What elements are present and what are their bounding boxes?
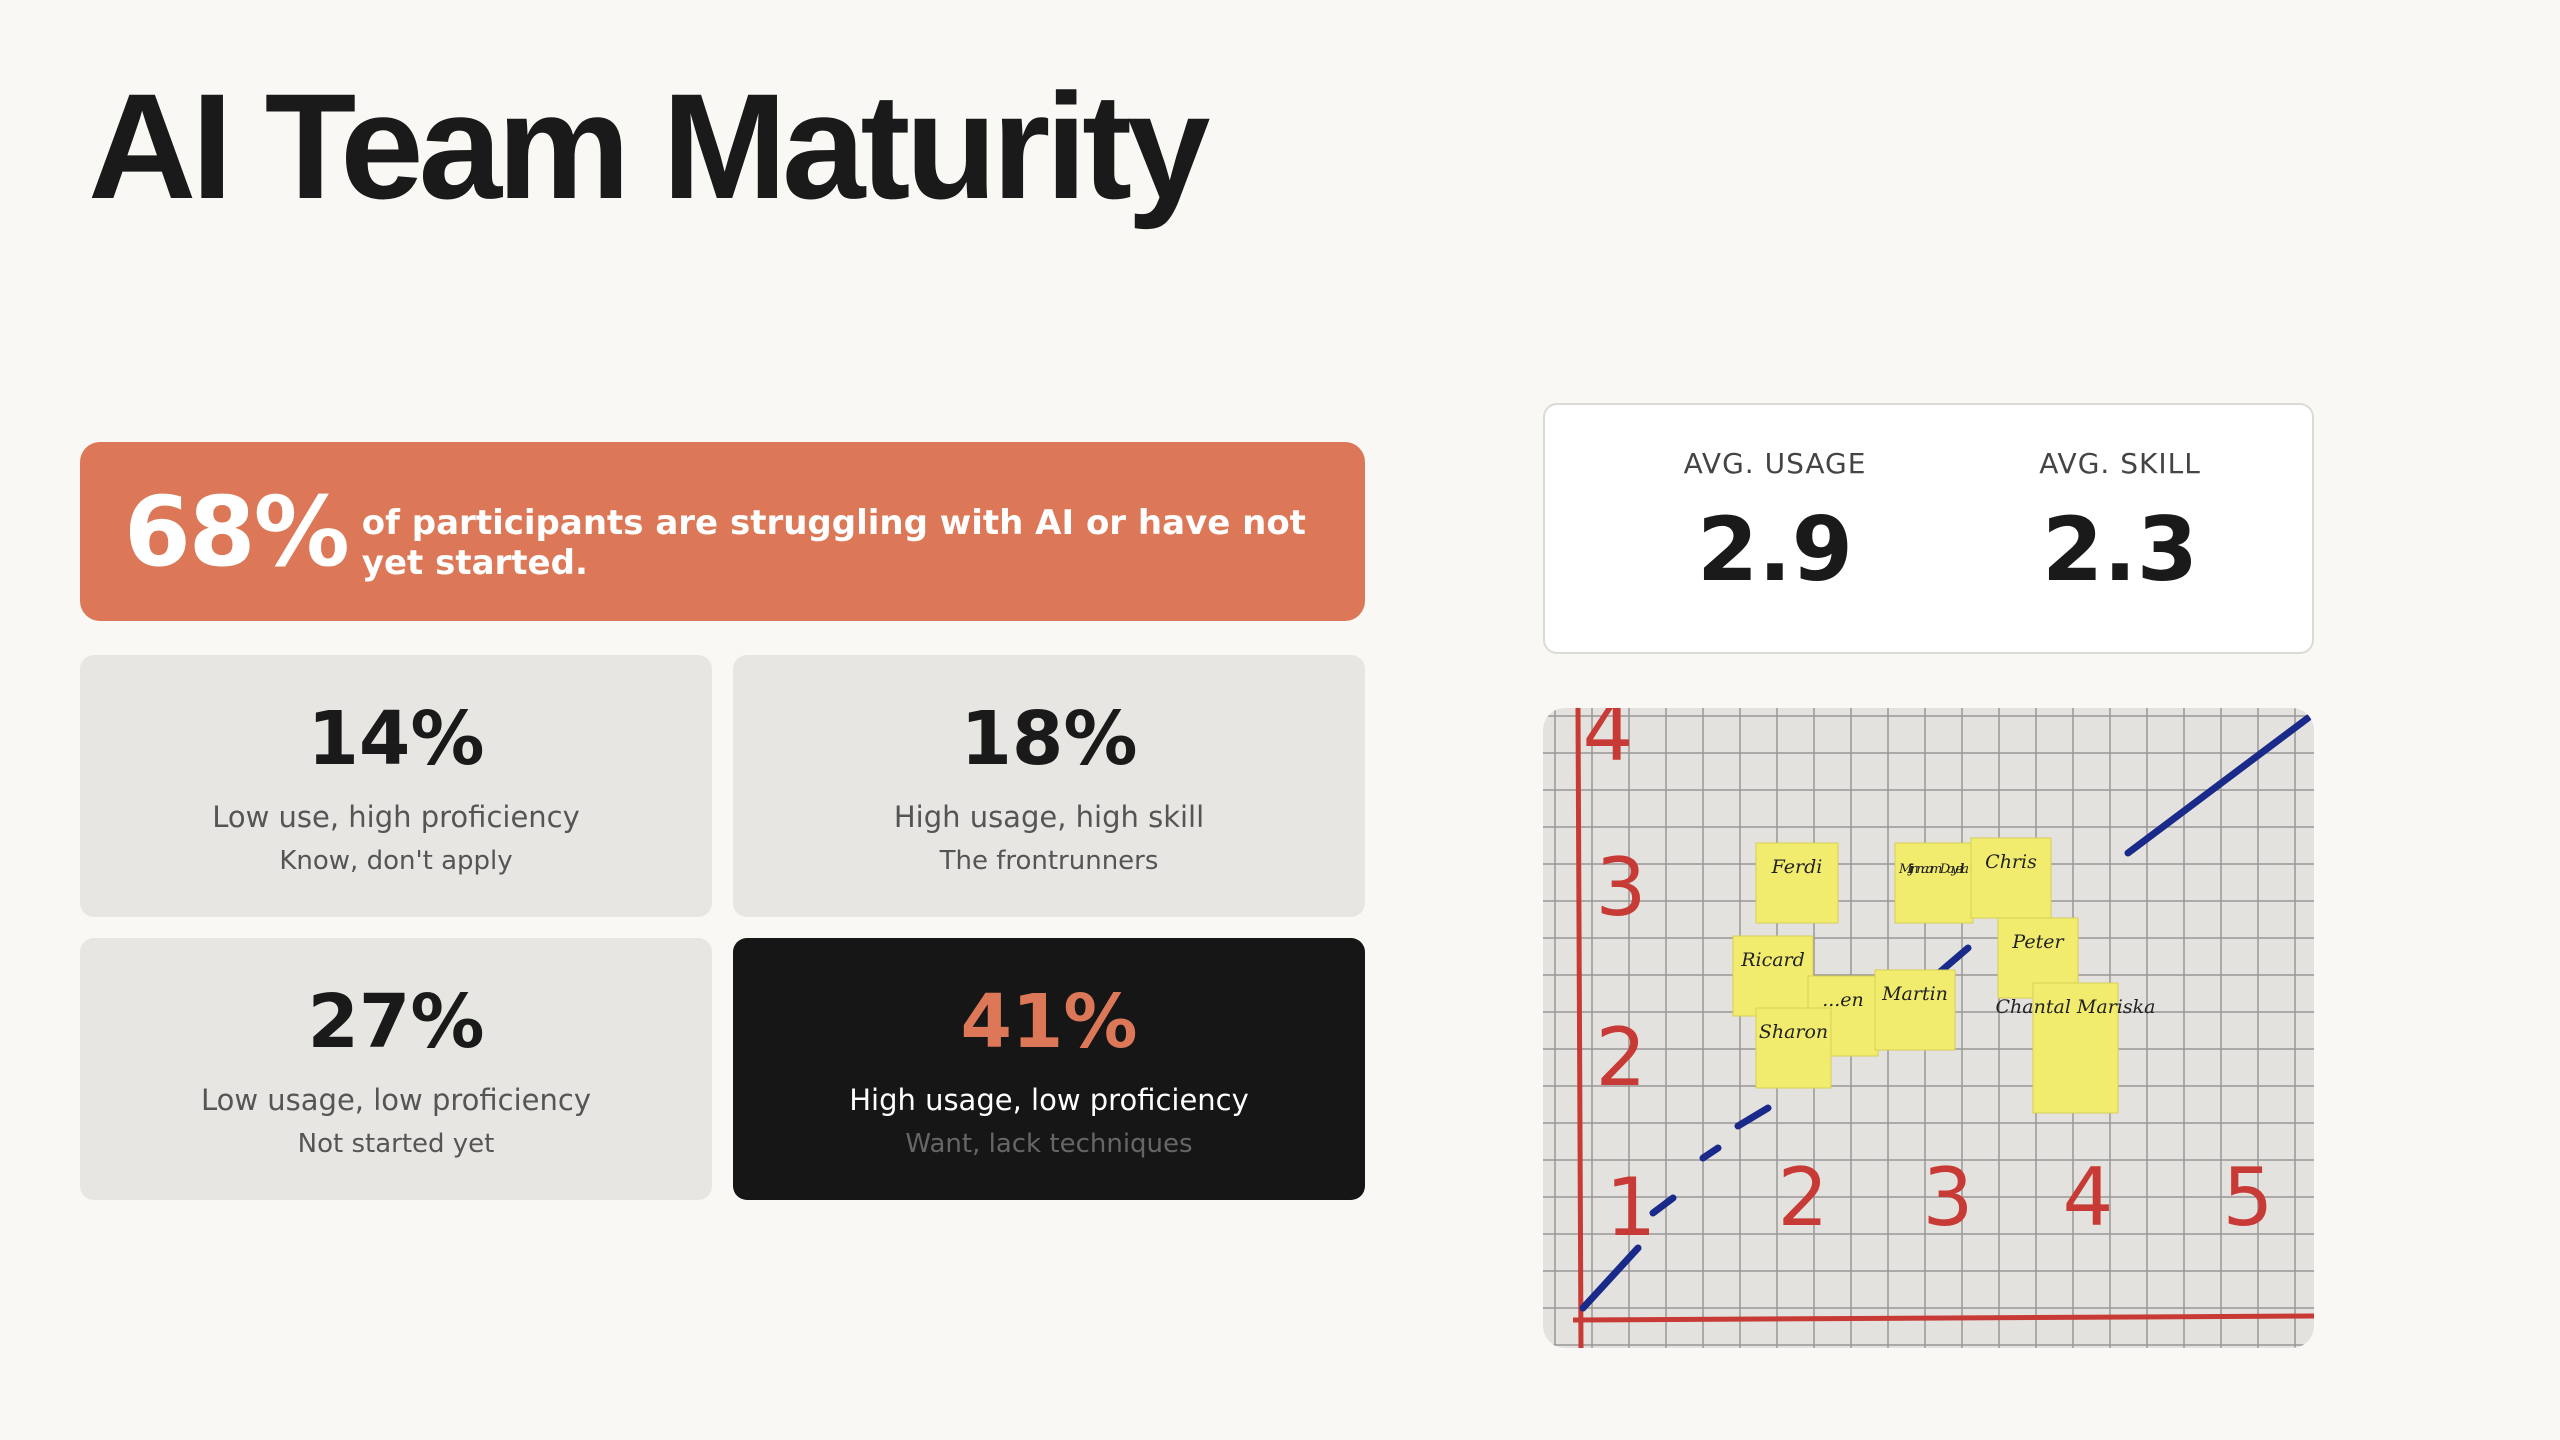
sticky-note: Chris: [1970, 837, 2052, 919]
sticky-note: Sharon: [1755, 1007, 1832, 1089]
note-text: Mijn naam Dayella: [1898, 862, 1969, 877]
axis-number: 5: [2223, 1151, 2274, 1244]
note-paper: [1874, 969, 1956, 1051]
quadrant-subtitle: The frontrunners: [939, 846, 1159, 876]
sticky-note: Ricard: [1732, 935, 1814, 1017]
note-text: Sharon: [1759, 1021, 1828, 1043]
quadrant-title: Low use, high proficiency: [212, 800, 580, 834]
quadrant-subtitle: Want, lack techniques: [905, 1129, 1193, 1159]
axis-number: 3: [1596, 841, 1647, 934]
note-text: Chris: [1985, 851, 2037, 873]
note-paper: [1755, 842, 1839, 924]
quadrant-title: High usage, high skill: [893, 800, 1205, 834]
quadrant-card: 27% Low usage, low proficiency Not started…: [80, 938, 712, 1200]
banner-value: 68%: [124, 475, 350, 588]
stat-value: 2.9: [1697, 498, 1853, 601]
stat-label: AVG. USAGE: [1683, 447, 1867, 480]
quadrant-title: High usage, low proficiency: [849, 1083, 1249, 1117]
note-paper: [1732, 935, 1814, 1017]
sticky-note: Mijn naam Dayella: [1894, 842, 1974, 924]
quadrant-value: 41%: [960, 979, 1138, 1065]
note-text: Ricard: [1740, 949, 1805, 971]
quadrant-card: 18% High usage, high skill The frontrunner…: [733, 655, 1365, 917]
sticky-note: Ferdi: [1755, 842, 1839, 924]
quadrant-card: 14% Low use, high proficiency Know, don't …: [80, 655, 712, 917]
sticky-note: Chantal Mariska: [1996, 982, 2156, 1114]
banner-text: of participants are struggling with AI o…: [361, 502, 1306, 583]
banner: 68% of participants are struggling with …: [80, 442, 1365, 621]
axis-number: 4: [1583, 708, 1634, 779]
stats-box: AVG. USAGE 2.9 AVG. SKILL 2.3: [1543, 403, 2314, 654]
note-text: ...en: [1822, 989, 1864, 1011]
note-text: Peter: [2011, 931, 2065, 953]
title: AI Team Maturity: [88, 62, 1210, 230]
quadrant-value: 14%: [307, 696, 485, 782]
note-text: Chantal Mariska: [1996, 996, 2156, 1018]
note-paper: [1970, 837, 2052, 919]
note-text: Martin: [1881, 983, 1948, 1005]
stat-value: 2.3: [2042, 498, 2198, 601]
note-paper: [2032, 982, 2119, 1114]
axis-number: 1: [1606, 1161, 1657, 1254]
axis: [1572, 1313, 2314, 1323]
diagonal: [1579, 714, 2312, 1312]
axis: [1575, 708, 1584, 1348]
quadrant-value: 27%: [307, 979, 485, 1065]
quadrant-value: 18%: [960, 696, 1138, 782]
stat: AVG. USAGE 2.9: [1625, 447, 1925, 601]
axis-number: 4: [2063, 1151, 2114, 1244]
axis-number: 2: [1596, 1011, 1647, 1104]
axis-number: 3: [1923, 1151, 1974, 1244]
note-text: Ferdi: [1771, 856, 1823, 878]
quadrant-title: Low usage, low proficiency: [200, 1083, 592, 1117]
note-paper: [1894, 842, 1974, 924]
stat: AVG. SKILL 2.3: [1970, 447, 2270, 601]
axis-number: 2: [1778, 1151, 1829, 1244]
note-paper: [1755, 1007, 1832, 1089]
stat-label: AVG. SKILL: [2039, 447, 2201, 480]
quadrant-subtitle: Not started yet: [297, 1129, 495, 1159]
sticky-note: Martin: [1874, 969, 1956, 1051]
quadrant-card: 41% High usage, low proficiency Want, lack…: [733, 938, 1365, 1200]
quadrant-subtitle: Know, don't apply: [279, 846, 513, 876]
